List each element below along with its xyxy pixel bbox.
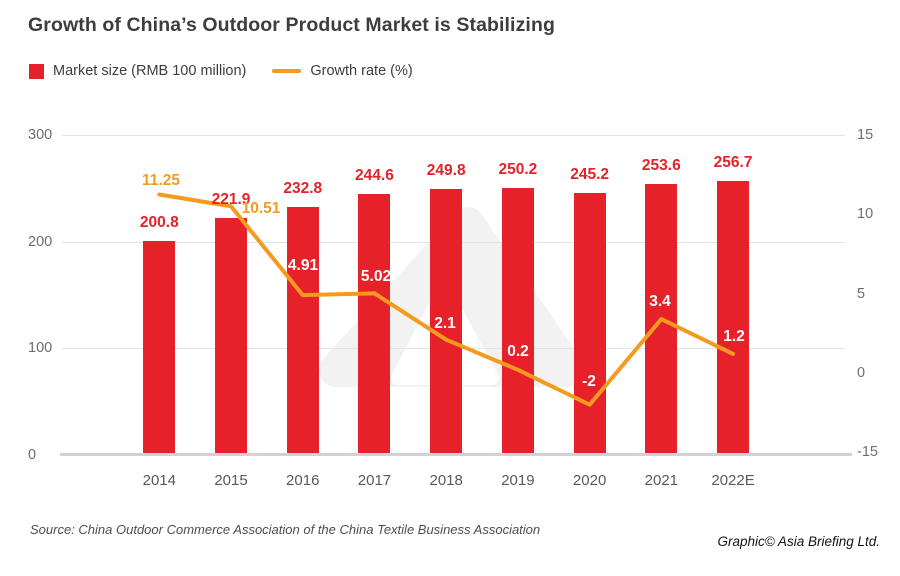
x-tick-label-2021: 2021 (644, 472, 679, 489)
gridline-300 (62, 135, 845, 136)
y-right-tick--15: -15 (857, 444, 878, 460)
x-axis-baseline (60, 453, 852, 456)
bar-value-label-2014: 200.8 (139, 213, 179, 231)
growth-value-label-2021: 3.4 (649, 293, 671, 310)
x-tick-label-2015: 2015 (214, 472, 248, 489)
x-tick-label-2017: 2017 (357, 472, 392, 489)
bar-value-label-2018: 249.8 (426, 161, 466, 179)
y-right-tick-0: 0 (857, 365, 866, 381)
legend: Market size (RMB 100 million) Growth rat… (29, 63, 413, 79)
x-tick-label-2022E: 2022E (711, 472, 755, 489)
y-left-tick-300: 300 (28, 127, 53, 143)
source-note: Source: China Outdoor Commerce Associati… (30, 522, 541, 537)
y-left-tick-200: 200 (28, 233, 53, 250)
bar-value-label-2016: 232.8 (283, 179, 323, 197)
bar-2015 (215, 218, 248, 455)
bar-2014 (143, 240, 176, 455)
growth-value-label-2022E: 1.2 (723, 328, 745, 345)
bar-2017 (358, 194, 391, 455)
y-right-tick-10: 10 (857, 206, 874, 223)
growth-value-label-2018: 2.1 (434, 315, 456, 332)
growth-value-label-2014: 11.25 (142, 172, 180, 189)
x-tick-label-2020: 2020 (572, 472, 607, 489)
bar-value-label-2020: 245.2 (570, 166, 610, 184)
chart-title: Growth of China’s Outdoor Product Market… (28, 14, 555, 36)
growth-value-label-2017: 5.02 (360, 268, 392, 285)
x-tick-label-2016: 2016 (286, 472, 320, 489)
growth-value-label-2015: 10.51 (241, 200, 281, 217)
legend-label-growth-rate: Growth rate (%) (310, 63, 413, 79)
bar-value-label-2017: 244.6 (355, 167, 394, 185)
x-tick-label-2019: 2019 (501, 472, 535, 489)
bar-2016 (286, 206, 319, 455)
growth-value-label-2020: -2 (582, 373, 596, 390)
y-left-tick-0: 0 (28, 447, 37, 463)
legend-label-market-size: Market size (RMB 100 million) (53, 63, 247, 79)
growth-value-label-2016: 4.91 (287, 257, 319, 274)
bar-value-label-2019: 250.2 (498, 161, 538, 179)
y-right-tick-5: 5 (857, 285, 866, 302)
x-tick-label-2014: 2014 (142, 472, 176, 489)
y-right-tick-15: 15 (857, 127, 874, 143)
x-tick-label-2018: 2018 (429, 472, 463, 489)
bar-2019 (501, 188, 534, 455)
bar-2021 (645, 184, 678, 455)
growth-rate-line-icon (272, 69, 302, 73)
bar-value-label-2015: 221.9 (211, 191, 251, 209)
bar-2022E (717, 181, 750, 455)
market-size-swatch-icon (29, 63, 44, 79)
bar-value-label-2022E: 256.7 (713, 154, 753, 172)
growth-value-label-2019: 0.2 (507, 343, 529, 360)
bar-value-label-2021: 253.6 (641, 157, 681, 175)
credit-note: Graphic© Asia Briefing Ltd. (717, 534, 880, 549)
y-left-tick-100: 100 (28, 340, 53, 357)
bar-2020 (573, 193, 606, 455)
